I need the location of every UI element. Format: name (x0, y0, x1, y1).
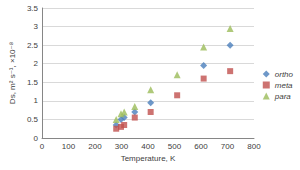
svg-text:2: 2 (34, 59, 39, 68)
svg-text:600: 600 (194, 142, 208, 151)
svg-text:ortho: ortho (275, 70, 294, 79)
svg-text:Temperature, K: Temperature, K (121, 154, 176, 163)
svg-text:1: 1 (34, 96, 39, 105)
svg-text:400: 400 (141, 142, 155, 151)
svg-text:3: 3 (34, 22, 39, 31)
svg-text:200: 200 (88, 142, 102, 151)
svg-text:0: 0 (40, 142, 45, 151)
svg-text:meta: meta (275, 81, 293, 90)
svg-text:2.5: 2.5 (27, 41, 39, 50)
svg-text:700: 700 (221, 142, 235, 151)
svg-text:0.5: 0.5 (27, 115, 39, 124)
svg-text:para: para (274, 92, 292, 101)
svg-text:3.5: 3.5 (27, 4, 39, 13)
svg-text:1.5: 1.5 (27, 78, 39, 87)
svg-text:800: 800 (247, 142, 261, 151)
svg-text:Ds, m² s⁻¹, ×10⁻⁸: Ds, m² s⁻¹, ×10⁻⁸ (8, 42, 17, 104)
svg-text:300: 300 (115, 142, 129, 151)
svg-text:100: 100 (62, 142, 76, 151)
svg-text:0: 0 (34, 134, 39, 143)
svg-text:500: 500 (168, 142, 182, 151)
